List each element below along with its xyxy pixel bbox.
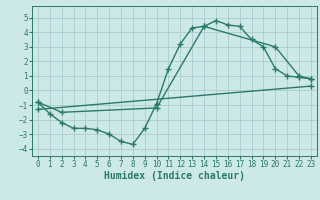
X-axis label: Humidex (Indice chaleur): Humidex (Indice chaleur) bbox=[104, 171, 245, 181]
